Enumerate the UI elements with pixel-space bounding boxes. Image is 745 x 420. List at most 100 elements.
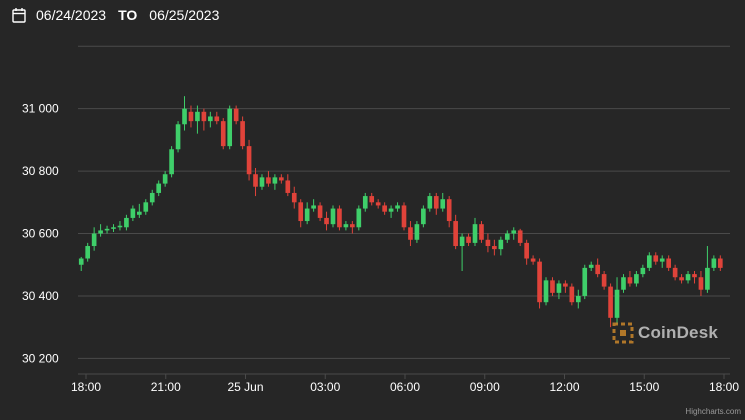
candle-body bbox=[130, 208, 136, 218]
candle-body bbox=[259, 177, 265, 187]
candle-body bbox=[188, 111, 194, 122]
candle-body bbox=[85, 246, 91, 259]
calendar-icon[interactable] bbox=[12, 7, 26, 23]
x-tick-label: 09:00 bbox=[470, 380, 500, 394]
candle-body bbox=[117, 225, 123, 228]
candle-body bbox=[601, 274, 607, 287]
x-tick-label: 18:00 bbox=[71, 380, 101, 394]
candle-body bbox=[433, 196, 439, 209]
candle-body bbox=[550, 280, 555, 293]
candle-body bbox=[646, 255, 652, 268]
date-range[interactable]: 06/24/2023 TO 06/25/2023 bbox=[12, 4, 219, 26]
candle-body bbox=[524, 242, 529, 259]
candle-body bbox=[156, 183, 162, 193]
candle-body bbox=[317, 205, 323, 218]
x-tick-label: 03:00 bbox=[310, 380, 340, 394]
candle-body bbox=[182, 108, 187, 125]
candle-body bbox=[240, 121, 245, 147]
candle-body bbox=[698, 277, 704, 290]
candle-body bbox=[446, 199, 452, 222]
range-separator: TO bbox=[118, 7, 138, 23]
candle-body bbox=[195, 111, 200, 122]
start-date[interactable]: 06/24/2023 bbox=[36, 7, 107, 23]
candle-body bbox=[595, 264, 600, 275]
candle-body bbox=[350, 224, 355, 228]
candle-body bbox=[304, 208, 310, 222]
candle-body bbox=[98, 230, 103, 234]
candle-body bbox=[679, 277, 684, 281]
candle-body bbox=[479, 224, 484, 240]
candle-body bbox=[705, 267, 710, 290]
candle-body bbox=[440, 199, 446, 209]
candle-body bbox=[627, 277, 633, 284]
coindesk-logo-icon bbox=[612, 322, 634, 344]
candle-body bbox=[111, 227, 116, 229]
candle-body bbox=[717, 258, 723, 268]
x-tick-label: 06:00 bbox=[390, 380, 420, 394]
candle-body bbox=[279, 177, 284, 181]
candle-body bbox=[659, 258, 665, 262]
candle-body bbox=[311, 205, 316, 209]
candle-body bbox=[588, 264, 594, 268]
candle-body bbox=[208, 116, 213, 122]
candle-body bbox=[672, 267, 678, 278]
candle-body bbox=[569, 286, 575, 303]
candle-body bbox=[614, 289, 620, 318]
candle-body bbox=[388, 208, 394, 212]
candle-body bbox=[343, 224, 349, 228]
candle-body bbox=[517, 230, 523, 243]
candle-body bbox=[285, 180, 291, 193]
candle-body bbox=[582, 267, 588, 296]
candle-body bbox=[537, 261, 542, 303]
candle-body bbox=[556, 283, 562, 293]
candle-body bbox=[466, 236, 471, 243]
candle-body bbox=[575, 295, 581, 303]
candle-body bbox=[169, 149, 174, 175]
candle-body bbox=[253, 174, 258, 187]
candle-body bbox=[91, 233, 97, 247]
candle-body bbox=[453, 221, 458, 247]
candle-body bbox=[485, 239, 491, 247]
candle-body bbox=[421, 208, 426, 225]
candle-body bbox=[382, 205, 387, 212]
candle-body bbox=[337, 208, 342, 228]
candle-body bbox=[369, 196, 375, 203]
candle-body bbox=[162, 174, 168, 184]
candle-body bbox=[298, 202, 304, 222]
candle-body bbox=[220, 121, 226, 147]
candle-body bbox=[608, 286, 613, 318]
candle-body bbox=[711, 258, 717, 268]
candle-body bbox=[504, 233, 510, 240]
candle-body bbox=[640, 267, 646, 275]
candle-body bbox=[362, 196, 368, 209]
candle-body bbox=[621, 277, 626, 290]
candle-body bbox=[427, 196, 433, 209]
candle-body bbox=[143, 202, 149, 212]
candle-body bbox=[291, 192, 297, 203]
candle-body bbox=[227, 108, 233, 147]
coindesk-watermark: CoinDesk bbox=[612, 322, 718, 344]
candle-body bbox=[214, 116, 220, 122]
y-tick-label: 30 600 bbox=[22, 227, 59, 241]
x-tick-label: 12:00 bbox=[549, 380, 579, 394]
highcharts-credit[interactable]: Highcharts.com bbox=[685, 407, 741, 416]
candle-body bbox=[201, 111, 207, 122]
candle-body bbox=[395, 205, 400, 209]
candle-body bbox=[104, 228, 110, 231]
y-tick-label: 30 200 bbox=[22, 351, 59, 365]
candle-body bbox=[511, 230, 517, 234]
candle-body bbox=[472, 224, 478, 243]
candle-body bbox=[356, 208, 362, 228]
candle-body bbox=[666, 258, 671, 268]
candle-body bbox=[175, 124, 181, 150]
candle-body bbox=[272, 177, 278, 184]
candle-body bbox=[137, 211, 142, 215]
candle-body bbox=[685, 274, 691, 281]
candle-body bbox=[530, 258, 536, 262]
candle-body bbox=[634, 274, 639, 284]
candle-body bbox=[149, 192, 155, 203]
candle-body bbox=[401, 205, 407, 228]
end-date[interactable]: 06/25/2023 bbox=[149, 7, 220, 23]
candle-body bbox=[233, 108, 239, 122]
